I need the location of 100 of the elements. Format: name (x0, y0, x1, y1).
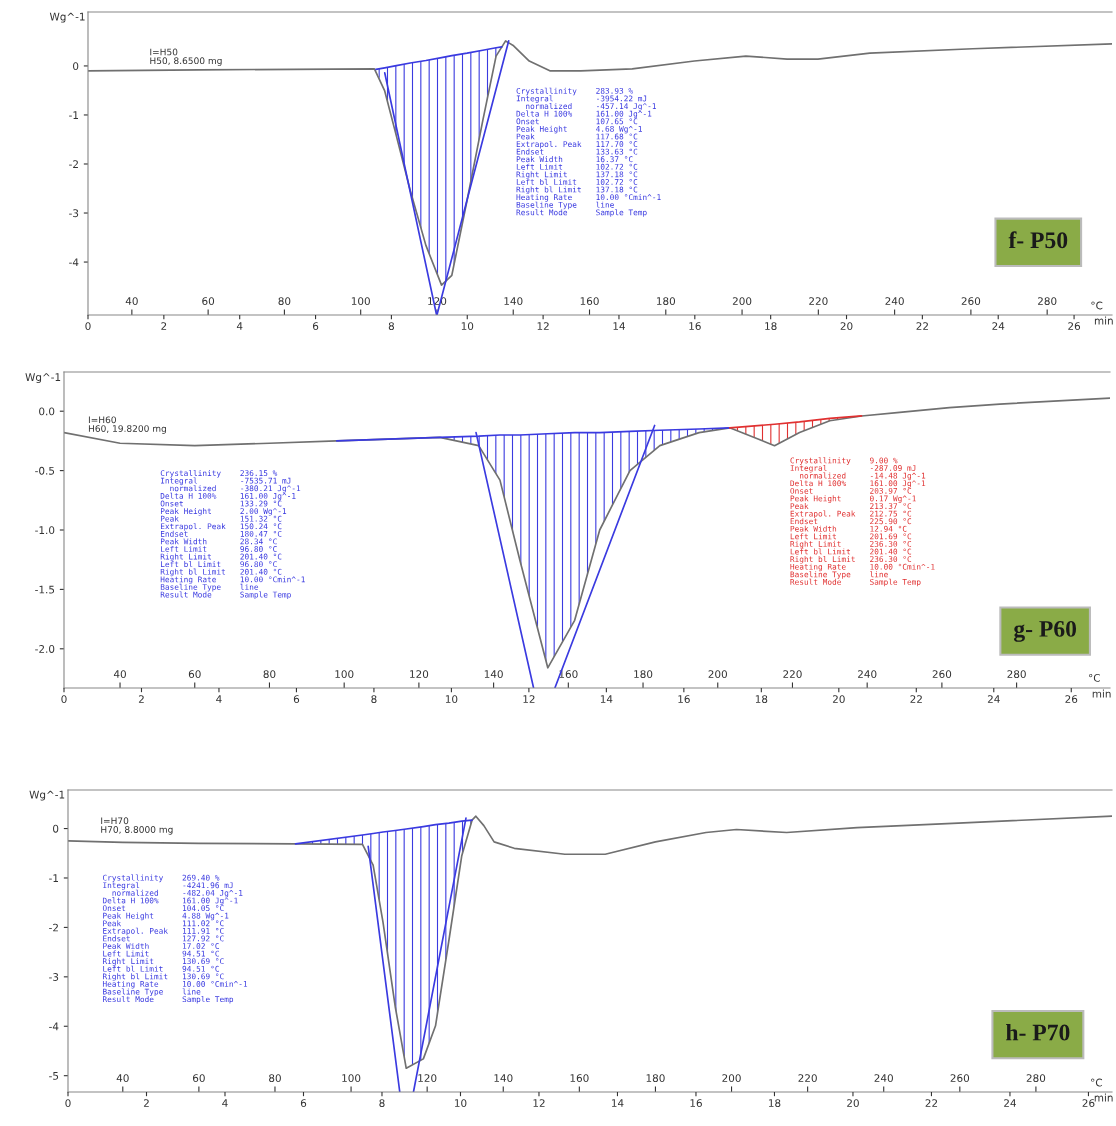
y-tick-label: -3 (69, 209, 79, 218)
y-axis-title: Wg^-1 (49, 12, 85, 23)
x-tick-label: 80 (278, 297, 291, 306)
x2-tick-label: 2 (161, 322, 167, 330)
x-tick-label: 120 (410, 670, 429, 679)
x-tick-label: 200 (722, 1074, 741, 1083)
x-tick-label: 220 (783, 670, 802, 679)
x2-tick-label: 22 (916, 322, 928, 330)
x2-tick-label: 6 (312, 322, 319, 331)
x2-tick-label: 24 (987, 695, 1000, 703)
x-tick-label: 220 (809, 297, 828, 306)
x2-tick-label: 4 (236, 322, 243, 330)
x2-tick-label: 14 (613, 322, 626, 330)
x2-tick-label: 20 (832, 695, 845, 704)
x-tick-label: 120 (418, 1074, 437, 1083)
x-tick-label: 240 (858, 670, 877, 679)
y-tick-label: -0.5 (35, 466, 55, 475)
x2-tick-label: 10 (461, 322, 474, 331)
x2-tick-label: 12 (523, 695, 535, 703)
x2-tick-label: 12 (533, 1099, 545, 1107)
y-tick-label: 0 (73, 62, 79, 71)
x2-tick-label: 0 (85, 322, 91, 331)
x2-tick-label: 6 (300, 1099, 307, 1108)
x-tick-label: 180 (656, 297, 676, 306)
y-tick-label: -5 (49, 1072, 59, 1080)
x2-tick-label: 26 (1065, 695, 1078, 704)
y-tick-label: -2 (69, 160, 78, 168)
x-tick-label: 80 (269, 1074, 281, 1083)
y-tick-label: -1 (69, 111, 79, 119)
x2-tick-label: 26 (1082, 1099, 1095, 1108)
x-axis-title: °C (1089, 673, 1100, 682)
y-tick-label: 0.0 (39, 407, 55, 416)
x-tick-label: 60 (202, 297, 215, 306)
x2-tick-label: 18 (765, 322, 777, 331)
x2-tick-label: 24 (992, 322, 1005, 330)
x2-tick-label: 6 (293, 695, 300, 704)
x-axis-title: °C (1091, 301, 1103, 310)
x2-tick-label: 18 (768, 1099, 781, 1108)
x2-axis-title: min (1094, 316, 1113, 325)
x-tick-label: 60 (188, 670, 201, 679)
x2-tick-label: 8 (371, 695, 377, 704)
x-tick-label: 240 (885, 297, 904, 306)
x-tick-label: 140 (494, 1074, 513, 1083)
x2-tick-label: 20 (840, 322, 853, 331)
x2-tick-label: 12 (537, 322, 549, 330)
x2-tick-label: 8 (388, 322, 395, 331)
annotation: g- P60 (1013, 620, 1077, 642)
y-tick-label: -4 (69, 258, 79, 267)
x-tick-label: 180 (634, 670, 653, 679)
y-tick-label: -3 (49, 973, 59, 981)
x2-tick-label: 16 (689, 322, 701, 331)
x-tick-label: 100 (342, 1074, 361, 1083)
y-tick-label: -4 (49, 1022, 59, 1031)
x-tick-label: 200 (732, 297, 752, 306)
x-tick-label: 180 (646, 1074, 665, 1083)
x2-tick-label: 10 (445, 695, 458, 704)
x-tick-label: 40 (116, 1074, 129, 1083)
x2-tick-label: 2 (138, 695, 144, 703)
y-tick-label: -1.5 (35, 585, 55, 594)
x2-axis-title: min (1092, 689, 1111, 698)
x2-tick-label: 14 (600, 695, 613, 703)
x2-tick-label: 22 (910, 695, 922, 703)
x2-tick-label: 16 (690, 1099, 702, 1108)
x-tick-label: 260 (932, 670, 952, 679)
x2-axis-title: min (1094, 1093, 1113, 1102)
x-tick-label: 140 (484, 670, 503, 679)
x-tick-label: 260 (961, 297, 981, 306)
x2-tick-label: 10 (455, 1099, 467, 1108)
annotation: I=H50 H50, 8.6500 mg (150, 48, 222, 66)
x-tick-label: 220 (798, 1074, 817, 1083)
x-tick-label: 40 (125, 297, 138, 306)
y-tick-label: -2 (49, 923, 58, 932)
x2-tick-label: 8 (379, 1099, 385, 1108)
x-tick-label: 280 (1007, 670, 1026, 679)
x-tick-label: 100 (335, 670, 354, 679)
annotation: I=H70 H70, 8.8000 mg (101, 817, 173, 835)
x-tick-label: 280 (1026, 1074, 1046, 1083)
x2-tick-label: 0 (61, 695, 67, 704)
x2-tick-label: 2 (143, 1099, 149, 1107)
x2-tick-label: 20 (847, 1099, 859, 1108)
x2-tick-label: 4 (222, 1099, 228, 1107)
x2-tick-label: 24 (1004, 1099, 1016, 1107)
x-tick-label: 240 (874, 1074, 893, 1083)
y-tick-label: -1 (49, 874, 59, 882)
x-tick-label: 140 (504, 297, 523, 306)
x-tick-label: 60 (192, 1074, 205, 1083)
x2-tick-label: 22 (925, 1099, 938, 1107)
annotation: I=H60 H60, 19.8200 mg (88, 416, 166, 434)
x-tick-label: 80 (263, 670, 276, 679)
y-tick-label: -1.0 (35, 526, 55, 535)
y-tick-label: -2.0 (35, 645, 55, 653)
x-tick-label: 200 (708, 670, 727, 679)
y-axis-title: Wg^-1 (25, 373, 61, 384)
annotation: f- P50 (1008, 231, 1068, 249)
x2-tick-label: 14 (611, 1099, 624, 1107)
x2-tick-label: 16 (678, 695, 690, 704)
x-tick-label: 280 (1037, 297, 1057, 306)
x-axis-title: °C (1091, 1078, 1103, 1087)
x-tick-label: 100 (351, 297, 370, 306)
x2-tick-label: 18 (755, 695, 768, 704)
